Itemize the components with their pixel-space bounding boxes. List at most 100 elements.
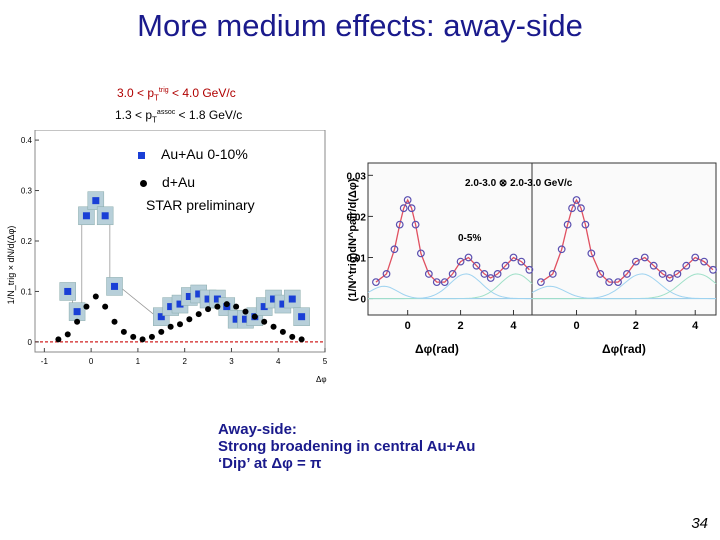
cond2-sup: assoc bbox=[156, 109, 176, 116]
cond2-base: 1.3 < p bbox=[115, 108, 153, 122]
right-data-point bbox=[658, 270, 667, 278]
dau-point bbox=[74, 318, 81, 325]
right-data-point bbox=[390, 245, 399, 254]
dau-point bbox=[186, 316, 193, 323]
assoc-pt-range: 1.3 < pTassoc < 1.8 GeV/c bbox=[115, 108, 242, 124]
auau-point bbox=[64, 287, 72, 295]
right-data-point bbox=[464, 253, 473, 262]
right-ylabel: (1/N^trig)dN^pair/d(Δφ) bbox=[347, 178, 359, 301]
right-data-point bbox=[525, 265, 534, 274]
right-data-point bbox=[480, 270, 489, 278]
right-data-point bbox=[407, 204, 416, 213]
right-data-point bbox=[548, 270, 557, 278]
right-x-tick-label: 2 bbox=[633, 320, 639, 332]
right-data-point bbox=[605, 278, 614, 287]
circle-marker-icon bbox=[140, 179, 147, 187]
auau-point bbox=[204, 295, 212, 303]
right-data-point bbox=[691, 253, 700, 262]
x-tick-label: 1 bbox=[136, 357, 141, 366]
right-x-tick-label: 0 bbox=[573, 320, 579, 332]
auau-point bbox=[185, 293, 193, 300]
dau-point bbox=[223, 301, 230, 308]
y-tick-label: 0.3 bbox=[21, 187, 33, 196]
auau-point bbox=[167, 303, 175, 311]
right-data-point bbox=[432, 278, 441, 287]
right-component-curve bbox=[531, 285, 716, 300]
right-y-tick-label: 0.03 bbox=[347, 171, 367, 182]
cond1-base: 3.0 < p bbox=[117, 86, 155, 100]
auau-point bbox=[73, 308, 81, 316]
right-data-point bbox=[411, 220, 420, 229]
right-data-point bbox=[673, 270, 682, 278]
auau-point bbox=[213, 295, 221, 303]
right-xlabel-1: Δφ(rad) bbox=[415, 342, 459, 356]
dau-point bbox=[64, 331, 71, 338]
right-x-tick-label: 4 bbox=[692, 320, 699, 332]
cond2-rest: < 1.8 GeV/c bbox=[175, 108, 243, 122]
text-line-2: Strong broadening in central Au+Au bbox=[218, 438, 476, 455]
right-data-point bbox=[399, 204, 408, 213]
auau-point bbox=[111, 282, 119, 290]
dau-point bbox=[120, 328, 127, 335]
right-data-point bbox=[640, 253, 649, 262]
auau-point bbox=[241, 315, 249, 323]
auau-point bbox=[92, 197, 100, 205]
dau-point bbox=[298, 336, 305, 343]
auau-point bbox=[260, 303, 268, 311]
legend-auau-label: Au+Au 0-10% bbox=[161, 146, 248, 162]
x-tick-label: 5 bbox=[323, 357, 328, 366]
right-x-tick-label: 2 bbox=[458, 320, 464, 332]
right-data-point bbox=[448, 270, 457, 278]
x-tick-label: 0 bbox=[89, 357, 94, 366]
dau-point bbox=[214, 303, 221, 310]
dau-point bbox=[111, 318, 118, 325]
right-data-point bbox=[700, 257, 709, 266]
y-tick-label: 0 bbox=[28, 338, 33, 347]
dau-point bbox=[167, 323, 174, 330]
y-tick-label: 0.2 bbox=[21, 237, 33, 246]
dau-point bbox=[195, 311, 202, 318]
right-data-point bbox=[537, 278, 545, 287]
dau-point bbox=[158, 328, 165, 335]
right-data-point bbox=[563, 220, 572, 229]
dau-point bbox=[242, 308, 249, 315]
right-data-point bbox=[424, 270, 433, 278]
right-annotation-top: 2.0-3.0 ⊗ 2.0-3.0 GeV/c bbox=[465, 178, 573, 189]
dau-point bbox=[102, 303, 109, 310]
dau-point bbox=[205, 306, 212, 313]
right-data-point bbox=[568, 204, 576, 213]
away-side-text: Away-side: Strong broadening in central … bbox=[218, 421, 475, 472]
right-data-point bbox=[417, 249, 425, 258]
dau-point bbox=[130, 333, 137, 340]
right-data-point bbox=[509, 253, 518, 262]
auau-point bbox=[82, 212, 90, 220]
cond1-sup: trig bbox=[158, 87, 169, 94]
right-data-point bbox=[517, 257, 526, 266]
right-data-point bbox=[456, 257, 465, 266]
right-data-point bbox=[649, 261, 658, 270]
right-data-point bbox=[382, 270, 391, 278]
right-data-point bbox=[682, 261, 691, 270]
x-tick-label: 3 bbox=[229, 357, 234, 366]
right-data-point bbox=[403, 196, 412, 204]
legend-dau: d+Au bbox=[140, 174, 195, 190]
right-data-point bbox=[631, 257, 640, 266]
auau-point bbox=[232, 315, 240, 323]
text-line-1: Away-side: bbox=[218, 421, 297, 438]
auau-point bbox=[288, 295, 296, 303]
trigger-pt-range: 3.0 < pTtrig < 4.0 GeV/c bbox=[117, 86, 236, 102]
x-tick-label: -1 bbox=[41, 357, 49, 366]
right-data-point bbox=[501, 261, 510, 270]
legend-auau: Au+Au 0-10% bbox=[138, 146, 248, 162]
auau-point bbox=[157, 313, 165, 321]
right-annotation-centrality: 0-5% bbox=[458, 233, 481, 244]
right-data-point bbox=[709, 265, 717, 274]
left-correlation-plot: -1 0 1 2 3 4 5 0 0.1 0.2 0.3 0.4 1/N_trig × dN/d(Δφ… bbox=[6, 130, 328, 384]
auau-point bbox=[195, 290, 203, 298]
auau-point bbox=[176, 300, 184, 308]
right-y-tick-label: 0 bbox=[360, 295, 366, 306]
right-correlation-plot: 0 2 4 0 0.01 0.02 0.03 0 2 4 (1/N^trig)dN^pair/d(… bbox=[347, 162, 717, 356]
right-x-tick-label: 4 bbox=[510, 320, 517, 332]
dau-point bbox=[92, 293, 99, 300]
right-data-point bbox=[572, 196, 581, 204]
